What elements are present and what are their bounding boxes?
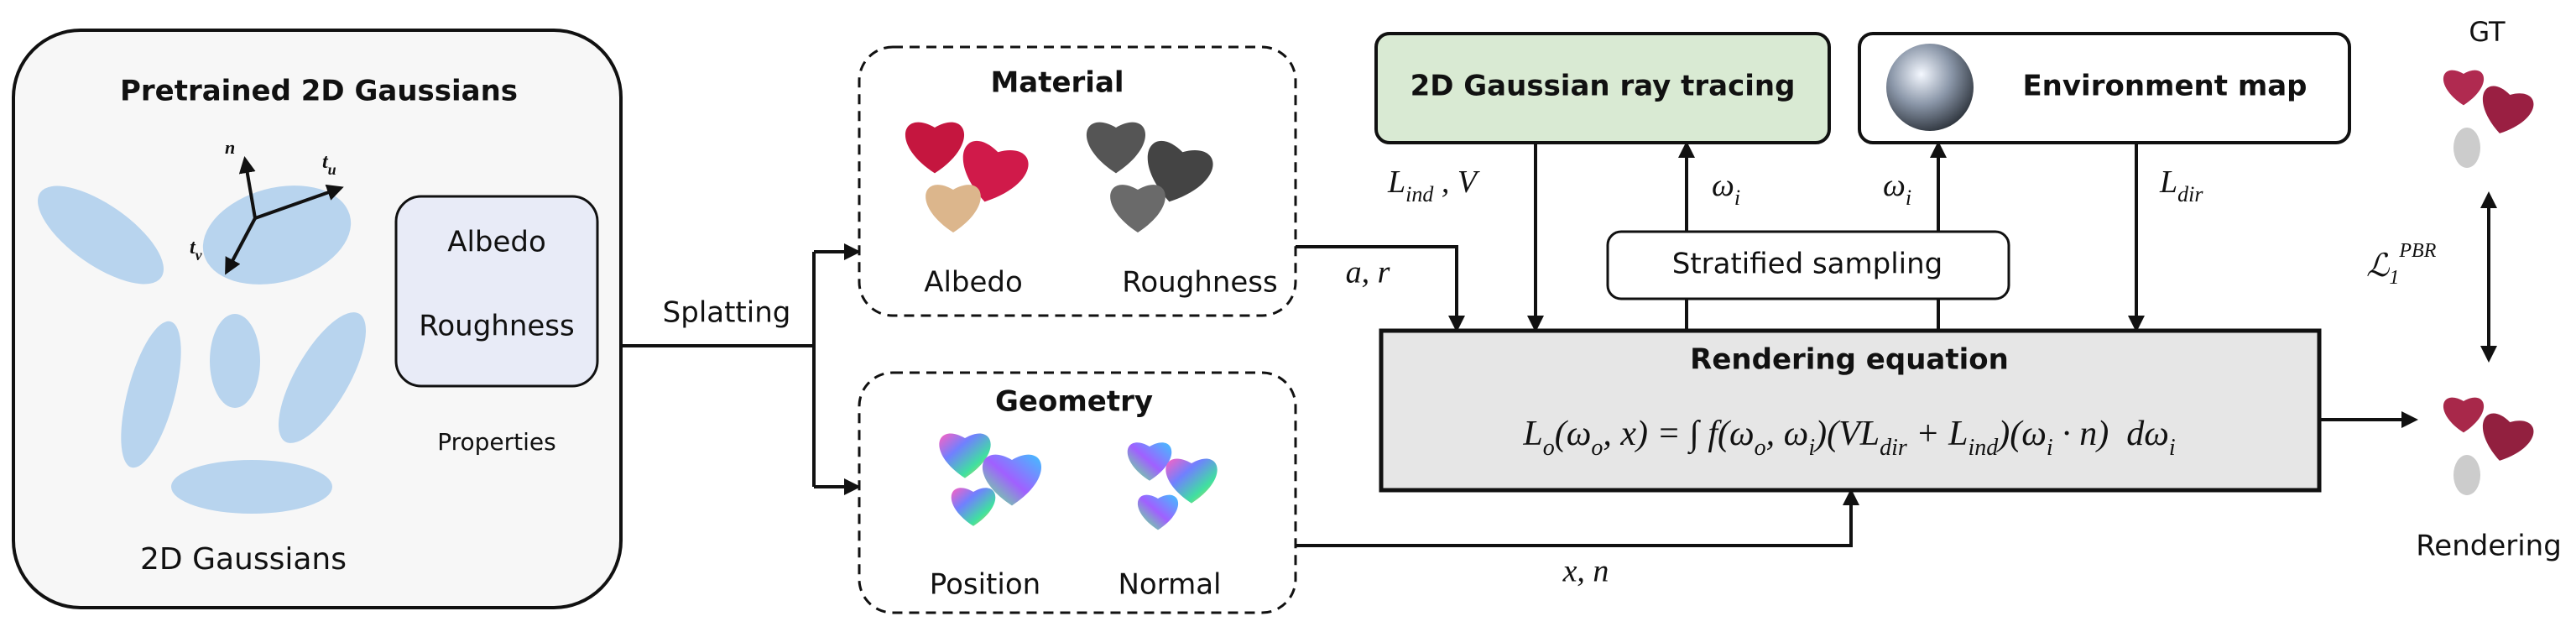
- properties-label: Properties: [437, 428, 556, 456]
- equation-sub: i: [2169, 435, 2176, 461]
- axis-tu-sub: u: [328, 161, 336, 178]
- equation-sub: dir: [1880, 435, 1907, 461]
- sampling-label: Stratified sampling: [1672, 248, 1943, 281]
- axis-tv: tv: [190, 237, 203, 264]
- equation-part: (ω: [1555, 415, 1592, 453]
- xn-arrow: [1296, 488, 1859, 547]
- edge-label: x, n: [1562, 554, 1609, 589]
- edge-label: Ldir: [2159, 165, 2203, 207]
- label-sub: ind: [1405, 182, 1434, 206]
- property: Albedo: [447, 226, 546, 259]
- local-axes: [225, 156, 344, 275]
- pretrained-box: [12, 29, 623, 609]
- edge-label: ωi: [1883, 168, 1911, 211]
- label-part: L: [1387, 165, 1405, 200]
- axis-tu-base: t: [322, 151, 329, 173]
- material-box: [858, 45, 1297, 317]
- axis-tu: tu: [322, 151, 336, 179]
- rendering-box: [1379, 328, 2322, 493]
- splat-arrows: [621, 243, 861, 495]
- gt-label: GT: [2469, 16, 2506, 48]
- equation-part: , ω: [1766, 415, 1809, 453]
- sampling-links: [1685, 299, 1940, 331]
- geometry-title: Geometry: [995, 385, 1153, 419]
- pretrained-title: Pretrained 2D Gaussians: [120, 75, 518, 108]
- equation-sub: o: [1543, 435, 1555, 461]
- axis-n: n: [225, 137, 235, 158]
- axis-tv-base: t: [190, 237, 196, 259]
- material-title: Material: [990, 66, 1124, 100]
- rendering-equation: Lo(ωo, x) = ∫ f(ωo, ωi)(VLdir + Lind)(ωi…: [1522, 415, 2175, 461]
- property: Roughness: [419, 310, 574, 343]
- equation-part: )(VL: [1813, 415, 1880, 453]
- splatting-label: Splatting: [663, 296, 791, 330]
- loss-sub: 1: [2389, 267, 2399, 289]
- rendering-title: Rendering equation: [1690, 343, 2009, 377]
- geometry-item: Normal: [1118, 568, 1221, 602]
- loss-sup: PBR: [2398, 240, 2436, 262]
- equation-sub: i: [1808, 435, 1815, 461]
- label-sub: dir: [2177, 182, 2203, 206]
- equation-part: L: [1522, 415, 1542, 453]
- label-sub: i: [1734, 185, 1740, 210]
- equation-part: )(ω: [1996, 415, 2047, 453]
- label-part: ω: [1712, 168, 1734, 203]
- label-part: , V: [1433, 165, 1480, 200]
- equation-part: , x) = ∫ f(ω: [1603, 415, 1754, 455]
- geometry-item: Position: [930, 568, 1040, 602]
- edge-label: ωi: [1712, 168, 1740, 211]
- env-map-box: [1858, 32, 2351, 144]
- env-sphere: [1886, 44, 1974, 131]
- axis-tv-sub: v: [196, 247, 203, 264]
- material-item: Albedo: [924, 266, 1023, 300]
- edge-label: Lind , V: [1387, 165, 1480, 207]
- properties-box: [394, 195, 599, 388]
- equation-sub: o: [1591, 435, 1603, 461]
- equation-part: · n) dω: [2053, 415, 2169, 453]
- equation-part: + L: [1907, 415, 1969, 453]
- edge-label: a, r: [1346, 255, 1390, 290]
- material-item: Roughness: [1122, 266, 1277, 300]
- equation-sub: i: [2047, 435, 2053, 461]
- ray-tracing-label: 2D Gaussian ray tracing: [1411, 70, 1796, 103]
- label-sub: i: [1906, 185, 1911, 210]
- rendering-label: Rendering: [2416, 530, 2562, 563]
- label-part: L: [2159, 165, 2177, 200]
- rendering-image: [2443, 397, 2537, 495]
- geometry-box: [858, 371, 1297, 614]
- pretrained-caption: 2D Gaussians: [140, 542, 347, 577]
- equation-sub: ind: [1969, 435, 2000, 461]
- sampling-box: [1606, 230, 2010, 300]
- gt-image: [2443, 70, 2537, 168]
- env-map-label: Environment map: [2022, 70, 2307, 103]
- equation-sub: o: [1755, 435, 1766, 461]
- loss-base: ℒ: [2366, 248, 2391, 284]
- ray-tracing-box: [1374, 32, 1831, 144]
- label-part: ω: [1883, 168, 1906, 203]
- loss-label: ℒ1 PBR: [2366, 240, 2437, 289]
- ar-arrow: [1296, 245, 1465, 332]
